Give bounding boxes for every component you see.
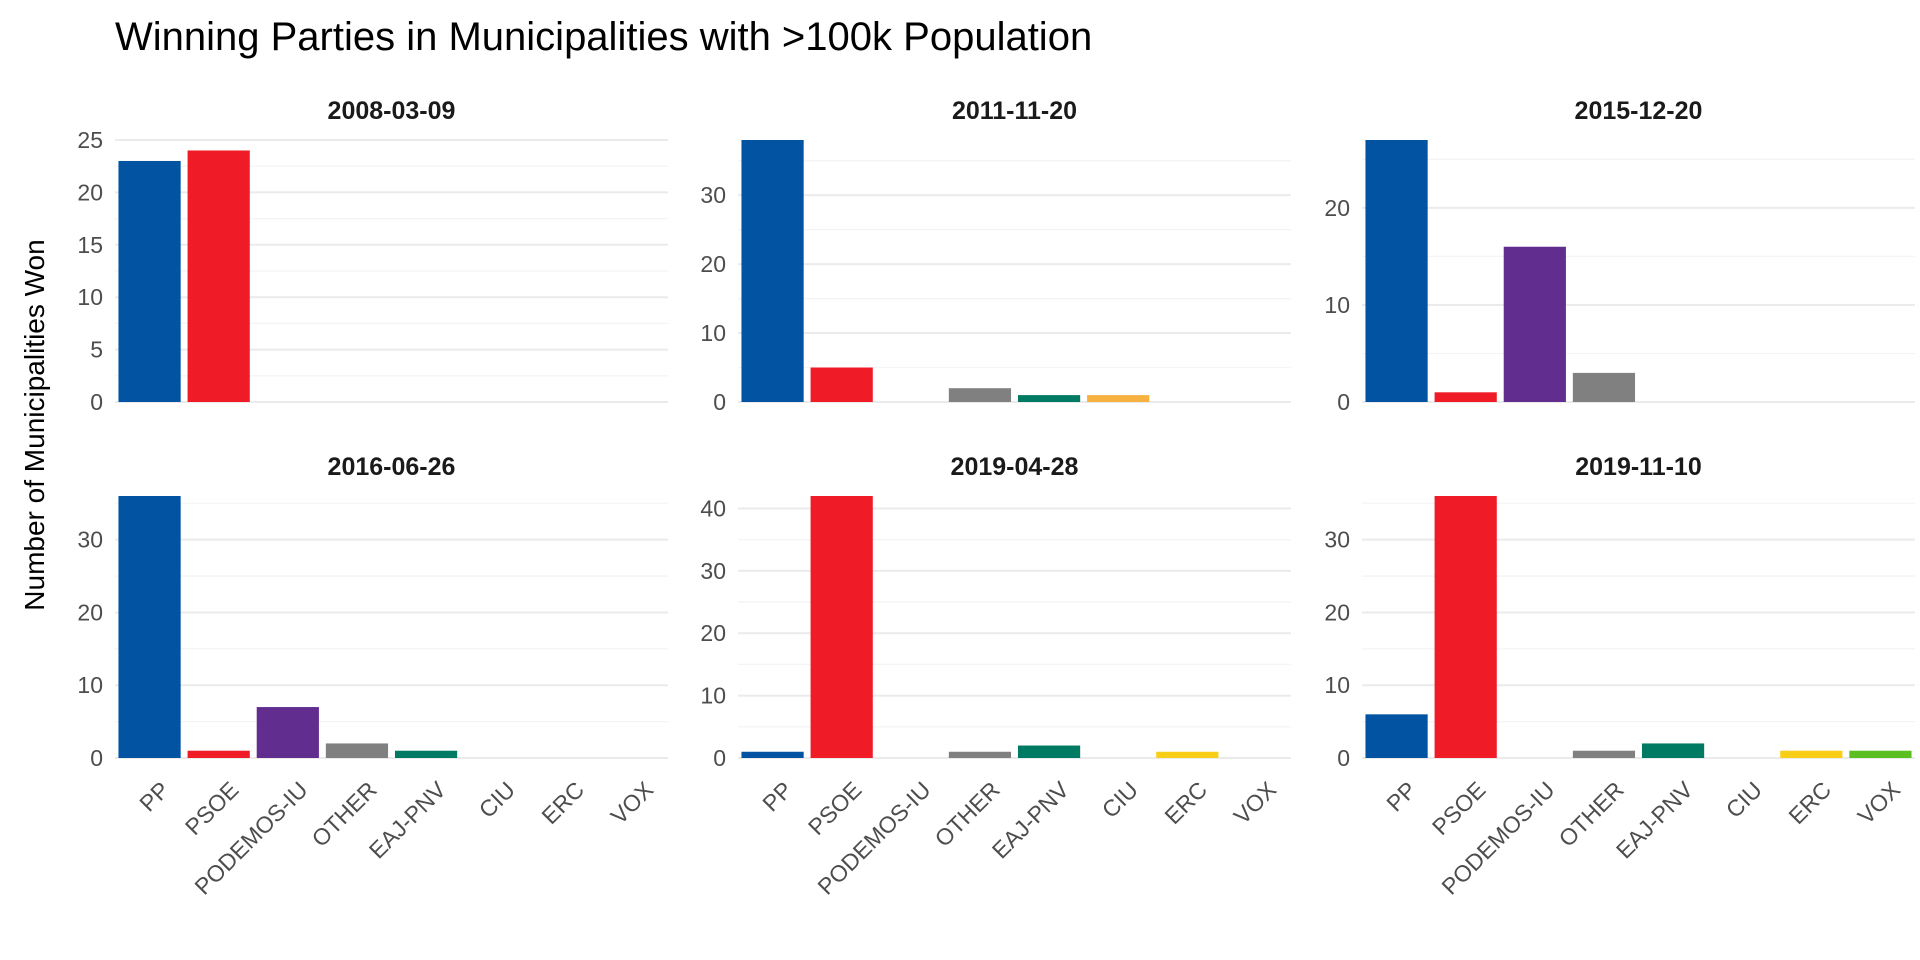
x-tick-label: PSOE <box>1427 776 1491 840</box>
bar-ciu-2011-11-20 <box>1087 395 1150 402</box>
y-axis-title: Number of Municipalities Won <box>19 239 50 610</box>
y-tick-label: 10 <box>700 320 726 346</box>
bar-podemos-iu-2016-06-26 <box>256 707 319 758</box>
y-tick-label: 30 <box>1324 527 1350 553</box>
bar-eaj-pnv-2019-11-10 <box>1641 743 1705 758</box>
bar-other-2019-11-10 <box>1572 750 1636 758</box>
x-tick-label: PP <box>1381 776 1421 816</box>
x-tick-label: ERC <box>1159 776 1212 829</box>
y-tick-label: 20 <box>700 620 726 646</box>
y-tick-label: 10 <box>700 683 726 709</box>
x-tick-label: CIU <box>1097 776 1143 822</box>
y-tick-label: 0 <box>713 389 726 415</box>
y-tick-label: 0 <box>90 389 103 415</box>
y-tick-label: 30 <box>700 558 726 584</box>
panel-title: 2015-12-20 <box>1575 97 1703 125</box>
y-tick-label: 20 <box>700 251 726 277</box>
bar-vox-2019-11-10 <box>1849 750 1912 758</box>
panel-2015-12-20: 2015-12-20 0 10 20 <box>1324 97 1915 415</box>
bar-eaj-pnv-2011-11-20 <box>1017 395 1081 402</box>
y-tick-label: 0 <box>90 745 103 771</box>
bar-erc-2019-04-28 <box>1156 751 1219 758</box>
y-tick-label: 10 <box>77 284 103 310</box>
bar-other-2015-12-20 <box>1572 372 1636 402</box>
x-tick-label: PP <box>134 776 174 816</box>
x-tick-label: CIU <box>1721 776 1767 822</box>
bar-other-2019-04-28 <box>948 751 1012 758</box>
bar-pp-2011-11-20 <box>741 140 804 402</box>
chart-title: Winning Parties in Municipalities with >… <box>115 15 1092 59</box>
panel-title: 2019-11-10 <box>1575 453 1702 481</box>
bar-psoe-2019-04-28 <box>810 496 873 758</box>
x-tick-label: PSOE <box>803 776 867 840</box>
bar-psoe-2015-12-20 <box>1434 392 1497 402</box>
bar-other-2016-06-26 <box>325 743 389 758</box>
panel-title: 2011-11-20 <box>952 97 1077 125</box>
y-tick-label: 20 <box>77 179 103 205</box>
y-tick-label: 10 <box>1324 672 1350 698</box>
y-tick-label: 25 <box>77 127 103 153</box>
x-tick-label: EAJ-PNV <box>1611 776 1699 864</box>
y-tick-label: 30 <box>77 527 103 553</box>
y-tick-label: 30 <box>700 182 726 208</box>
bar-psoe-2019-11-10 <box>1434 496 1497 758</box>
bar-psoe-2016-06-26 <box>187 750 250 758</box>
x-tick-label: EAJ-PNV <box>987 776 1075 864</box>
panels-container: 2008-03-0905101520252011-11-200102030201… <box>77 97 1915 900</box>
x-tick-label: VOX <box>606 776 659 829</box>
bar-other-2011-11-20 <box>948 388 1012 402</box>
x-tick-label: VOX <box>1853 776 1906 829</box>
y-tick-label: 5 <box>90 337 103 363</box>
bar-podemos-iu-2015-12-20 <box>1503 246 1566 402</box>
y-tick-label: 15 <box>77 232 103 258</box>
x-tick-label: PSOE <box>180 776 244 840</box>
bar-pp-2015-12-20 <box>1365 140 1428 402</box>
x-tick-label: VOX <box>1229 776 1282 829</box>
bar-psoe-2011-11-20 <box>810 367 873 402</box>
y-tick-label: 10 <box>1324 292 1350 318</box>
bar-eaj-pnv-2016-06-26 <box>394 750 458 758</box>
bar-psoe-2008-03-09 <box>187 150 250 402</box>
x-tick-label: EAJ-PNV <box>364 776 452 864</box>
panel-title: 2016-06-26 <box>328 453 456 481</box>
y-tick-label: 0 <box>1337 745 1350 771</box>
y-tick-label: 0 <box>713 745 726 771</box>
bar-pp-2019-11-10 <box>1365 714 1428 758</box>
y-tick-label: 40 <box>700 495 726 521</box>
y-tick-label: 20 <box>77 599 103 625</box>
bar-eaj-pnv-2019-04-28 <box>1017 745 1081 758</box>
bar-pp-2008-03-09 <box>118 160 181 402</box>
x-tick-label: ERC <box>1783 776 1836 829</box>
bar-pp-2016-06-26 <box>118 496 181 758</box>
x-tick-label: PP <box>757 776 797 816</box>
y-tick-label: 20 <box>1324 195 1350 221</box>
panel-title: 2008-03-09 <box>328 97 456 125</box>
panel-title: 2019-04-28 <box>951 453 1079 481</box>
y-tick-label: 0 <box>1337 389 1350 415</box>
y-tick-label: 20 <box>1324 599 1350 625</box>
panel-2008-03-09: 2008-03-09 0 5 10 15 20 25 <box>77 97 668 415</box>
y-tick-label: 10 <box>77 672 103 698</box>
bar-pp-2019-04-28 <box>741 751 804 758</box>
bar-erc-2019-11-10 <box>1780 750 1843 758</box>
x-tick-label: CIU <box>474 776 520 822</box>
x-tick-label: ERC <box>536 776 589 829</box>
panel-2011-11-20: 2011-11-20 0 10 20 30 <box>700 97 1291 415</box>
